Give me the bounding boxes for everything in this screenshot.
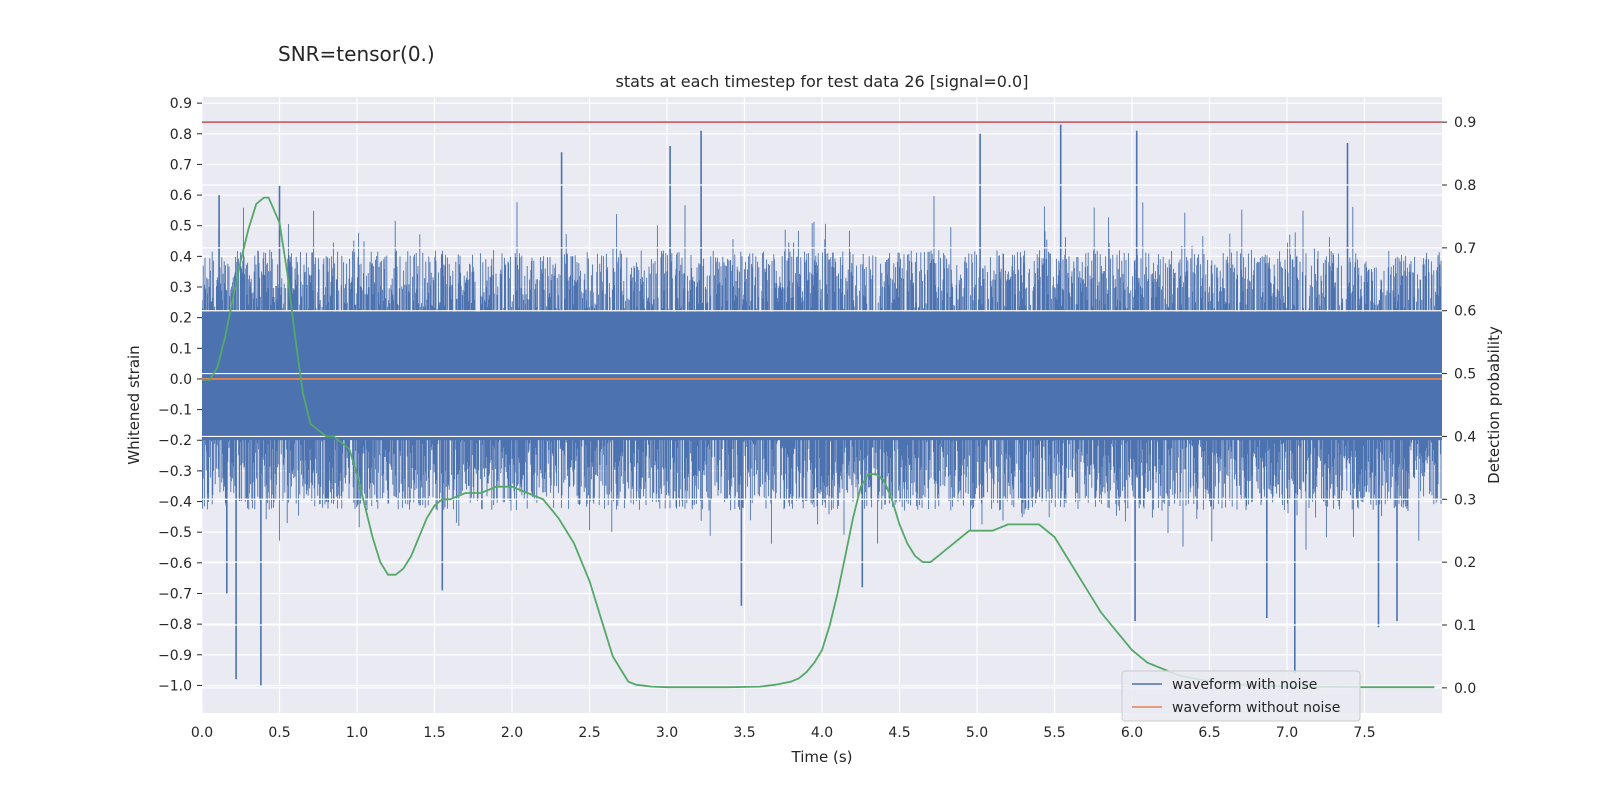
y-tick-label: −0.8 (158, 617, 192, 633)
x-tick-label: 5.5 (1043, 725, 1065, 741)
y-tick-label: 0.0 (170, 372, 192, 388)
left-axis-label: Whitened strain (125, 345, 143, 464)
chart-suptitle: SNR=tensor(0.) (278, 42, 435, 66)
x-tick-label: 4.5 (888, 725, 910, 741)
x-axis-label: Time (s) (791, 748, 853, 766)
x-tick-label: 7.0 (1276, 725, 1298, 741)
y-tick-label: −0.7 (158, 586, 192, 602)
x-tick-label: 7.5 (1353, 725, 1375, 741)
y2-tick-label: 0.8 (1454, 178, 1476, 194)
y2-tick-label: 0.5 (1454, 367, 1476, 383)
y-tick-label: 0.2 (170, 311, 192, 327)
y-tick-label: −1.0 (158, 678, 192, 694)
x-tick-label: 0.5 (268, 725, 290, 741)
right-tick-labels: 0.9 0.8 0.7 0.6 0.5 0.4 0.3 0.2 0.1 0.0 (1442, 115, 1476, 697)
x-tick-label: 2.5 (578, 725, 600, 741)
x-tick-label: 1.5 (423, 725, 445, 741)
y-tick-label: −0.5 (158, 525, 192, 541)
legend: waveform with noise waveform without noi… (1121, 670, 1361, 722)
y-tick-label: 0.5 (170, 219, 192, 235)
y2-tick-label: 0.3 (1454, 492, 1476, 508)
noise-trace (202, 196, 1442, 550)
x-tick-label: 1.0 (346, 725, 368, 741)
x-tick-label: 2.0 (501, 725, 523, 741)
y-tick-label: 0.9 (170, 96, 192, 112)
y-tick-label: −0.9 (158, 648, 192, 664)
x-tick-label: 3.5 (733, 725, 755, 741)
y-tick-label: −0.1 (158, 403, 192, 419)
y-tick-label: 0.3 (170, 280, 192, 296)
y2-tick-label: 0.1 (1454, 618, 1476, 634)
x-tick-label: 3.0 (656, 725, 678, 741)
x-tick-label: 5.0 (966, 725, 988, 741)
series-layer (202, 121, 1442, 689)
x-tick-label: 0.0 (191, 725, 213, 741)
y2-tick-label: 0.6 (1454, 304, 1476, 320)
y-tick-label: 0.4 (170, 249, 192, 265)
right-axis-label: Detection probability (1485, 326, 1503, 484)
legend-label-clean: waveform without noise (1172, 700, 1340, 716)
y2-tick-label: 0.2 (1454, 555, 1476, 571)
y-tick-label: −0.6 (158, 556, 192, 572)
x-tick-label: 6.5 (1198, 725, 1220, 741)
y-tick-label: 0.6 (170, 188, 192, 204)
x-tick-labels: 0.0 0.5 1.0 1.5 2.0 2.5 3.0 3.5 4.0 4.5 5.0 5.5 6.0 6… (191, 725, 1376, 741)
left-tick-labels: 0.9 0.8 0.7 0.6 0.5 0.4 0.3 0.2 0.1 0.0 −0.1 −0.2 −0… (158, 96, 192, 694)
legend-label-noise: waveform with noise (1172, 677, 1317, 693)
noise-series (202, 124, 1442, 686)
y-tick-label: −0.4 (158, 495, 192, 511)
y2-tick-label: 0.9 (1454, 115, 1476, 131)
x-tick-label: 4.0 (811, 725, 833, 741)
legend-box (1121, 670, 1361, 722)
chart-title: stats at each timestep for test data 26 … (616, 72, 1029, 91)
x-tick-label: 6.0 (1121, 725, 1143, 741)
y-tick-label: 0.7 (170, 157, 192, 173)
y-tick-label: −0.2 (158, 433, 192, 449)
y2-tick-label: 0.7 (1454, 241, 1476, 257)
y2-tick-label: 0.0 (1454, 681, 1476, 697)
y-tick-label: 0.8 (170, 127, 192, 143)
y-tick-label: 0.1 (170, 341, 192, 357)
y2-tick-label: 0.4 (1454, 429, 1476, 445)
y-tick-label: −0.3 (158, 464, 192, 480)
detection-probability-line (202, 196, 1435, 689)
